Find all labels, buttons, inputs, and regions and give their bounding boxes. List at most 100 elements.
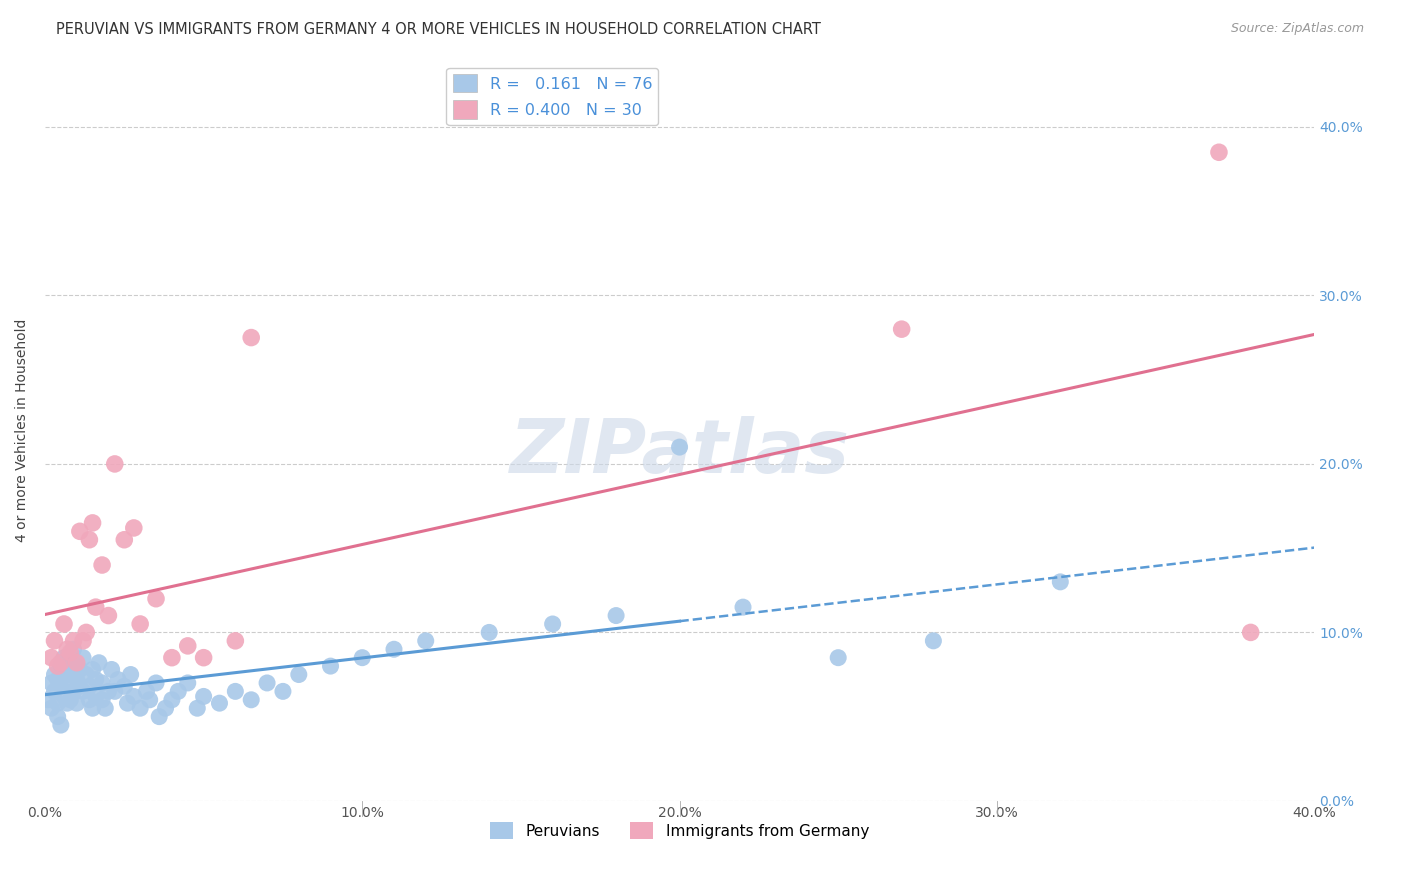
Point [1049,574,1071,589]
Point [44,633,66,648]
Point [66,656,89,670]
Point [160,650,183,665]
Point [97,608,120,623]
Point [39,650,62,665]
Point [46,659,69,673]
Point [104,457,127,471]
Point [62,642,84,657]
Point [94,701,117,715]
Point [415,633,437,648]
Point [186,701,208,715]
Point [129,617,152,632]
Point [72,650,94,665]
Point [224,684,246,698]
Point [240,693,263,707]
Point [72,684,94,698]
Point [478,625,501,640]
Point [271,684,294,698]
Point [91,676,114,690]
Point [69,663,91,677]
Point [382,642,405,657]
Point [53,690,76,704]
Point [890,322,912,336]
Point [56,642,79,657]
Point [82,663,104,677]
Point [91,558,114,572]
Point [1208,145,1230,160]
Point [112,679,135,693]
Point [100,663,122,677]
Point [53,667,76,681]
Point [148,709,170,723]
Point [122,521,145,535]
Point [668,440,690,454]
Point [49,656,72,670]
Point [193,690,215,704]
Point [69,524,91,539]
Point [84,690,107,704]
Point [56,676,79,690]
Point [53,650,76,665]
Point [605,608,627,623]
Point [160,693,183,707]
Point [208,696,231,710]
Point [59,667,82,681]
Point [117,696,139,710]
Text: Source: ZipAtlas.com: Source: ZipAtlas.com [1230,22,1364,36]
Point [49,718,72,732]
Point [319,659,342,673]
Point [145,591,167,606]
Point [112,533,135,547]
Point [82,516,104,530]
Point [122,690,145,704]
Point [59,693,82,707]
Point [46,696,69,710]
Point [46,673,69,687]
Point [120,667,142,681]
Point [155,701,177,715]
Point [135,684,157,698]
Point [62,633,84,648]
Point [44,667,66,681]
Point [79,693,101,707]
Point [56,696,79,710]
Point [167,684,190,698]
Point [288,667,311,681]
Point [84,600,107,615]
Point [79,679,101,693]
Point [39,701,62,715]
Point [66,696,89,710]
Text: PERUVIAN VS IMMIGRANTS FROM GERMANY 4 OR MORE VEHICLES IN HOUSEHOLD CORRELATION : PERUVIAN VS IMMIGRANTS FROM GERMANY 4 OR… [56,22,821,37]
Point [352,650,374,665]
Point [87,656,110,670]
Point [177,676,200,690]
Point [49,679,72,693]
Point [39,676,62,690]
Point [731,600,754,615]
Point [37,693,59,707]
Point [97,684,120,698]
Point [1240,625,1263,640]
Point [922,633,945,648]
Point [240,330,263,344]
Point [75,667,97,681]
Point [224,633,246,648]
Point [44,684,66,698]
Point [107,673,129,687]
Point [129,701,152,715]
Text: ZIPatlas: ZIPatlas [509,416,849,489]
Point [53,617,76,632]
Point [46,709,69,723]
Point [84,673,107,687]
Point [49,659,72,673]
Point [82,701,104,715]
Point [256,676,278,690]
Point [72,633,94,648]
Point [79,533,101,547]
Point [138,693,160,707]
Point [177,639,200,653]
Point [541,617,564,632]
Point [91,693,114,707]
Point [827,650,849,665]
Y-axis label: 4 or more Vehicles in Household: 4 or more Vehicles in Household [15,318,30,542]
